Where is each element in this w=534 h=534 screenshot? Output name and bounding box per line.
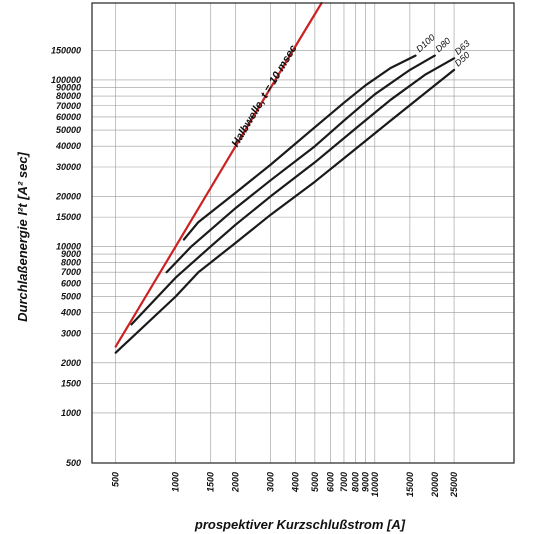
y-tick-label: 3000 xyxy=(61,328,81,338)
x-tick-label: 2000 xyxy=(231,472,241,493)
x-tick-label: 4000 xyxy=(291,472,301,493)
plot-border xyxy=(91,2,515,464)
y-tick-label: 7000 xyxy=(61,267,81,277)
y-tick-label: 100000 xyxy=(51,75,81,85)
y-tick-label: 10000 xyxy=(56,241,81,251)
y-tick-label: 60000 xyxy=(56,112,81,122)
x-tick-label: 15000 xyxy=(405,472,415,497)
y-tick-label: 5000 xyxy=(61,292,81,302)
y-tick-label: 80000 xyxy=(56,91,81,101)
x-tick-label: 3000 xyxy=(266,472,276,492)
x-tick-labels: 500 1000 1500 2000 3000 4000 5000 6000 7000 8000 9… xyxy=(111,472,459,498)
y-tick-label: 500 xyxy=(66,458,81,468)
x-tick-label: 25000 xyxy=(449,472,459,498)
x-tick-label: 6000 xyxy=(326,472,336,492)
x-tick-label: 1000 xyxy=(171,472,181,492)
y-tick-labels: 5001000150020003000400050006000700080009… xyxy=(51,46,81,468)
x-tick-label: 500 xyxy=(111,472,121,487)
y-tick-label: 20000 xyxy=(55,191,81,201)
y-tick-label: 40000 xyxy=(55,141,81,151)
y-tick-label: 8000 xyxy=(61,258,81,268)
x-axis-title: prospektiver Kurzschlußstrom [A] xyxy=(194,517,406,532)
x-tick-label: 10000 xyxy=(370,472,380,497)
x-tick-label: 5000 xyxy=(310,472,320,492)
y-tick-label: 9000 xyxy=(61,249,81,259)
y-tick-label: 6000 xyxy=(61,278,81,288)
series-line-d50 xyxy=(114,68,456,354)
y-tick-label: 50000 xyxy=(56,125,81,135)
y-tick-label: 70000 xyxy=(56,101,81,111)
y-axis-title: Durchlaßenergie I²t [A² sec] xyxy=(15,151,30,321)
series-line-d100 xyxy=(182,54,417,241)
y-tick-label: 2000 xyxy=(60,358,81,368)
series-line-d63 xyxy=(130,57,456,326)
y-tick-label: 1000 xyxy=(61,408,81,418)
x-tick-label: 8000 xyxy=(351,472,361,492)
x-tick-label: 7000 xyxy=(339,472,349,492)
plot-area xyxy=(92,3,514,463)
series-lines xyxy=(114,1,456,354)
y-tick-label: 4000 xyxy=(60,308,81,318)
halbwelle-line xyxy=(114,1,323,348)
y-tick-label: 30000 xyxy=(56,162,81,172)
x-tick-label: 20000 xyxy=(430,472,440,498)
y-tick-label: 15000 xyxy=(56,212,81,222)
series-line-d80 xyxy=(165,54,436,274)
y-tick-label: 150000 xyxy=(51,46,81,56)
x-tick-label: 1500 xyxy=(206,472,216,492)
x-tick-label: 9000 xyxy=(361,472,371,492)
grid-lines xyxy=(92,3,514,464)
y-tick-label: 1500 xyxy=(61,379,81,389)
y-tick-label: 90000 xyxy=(56,83,81,93)
